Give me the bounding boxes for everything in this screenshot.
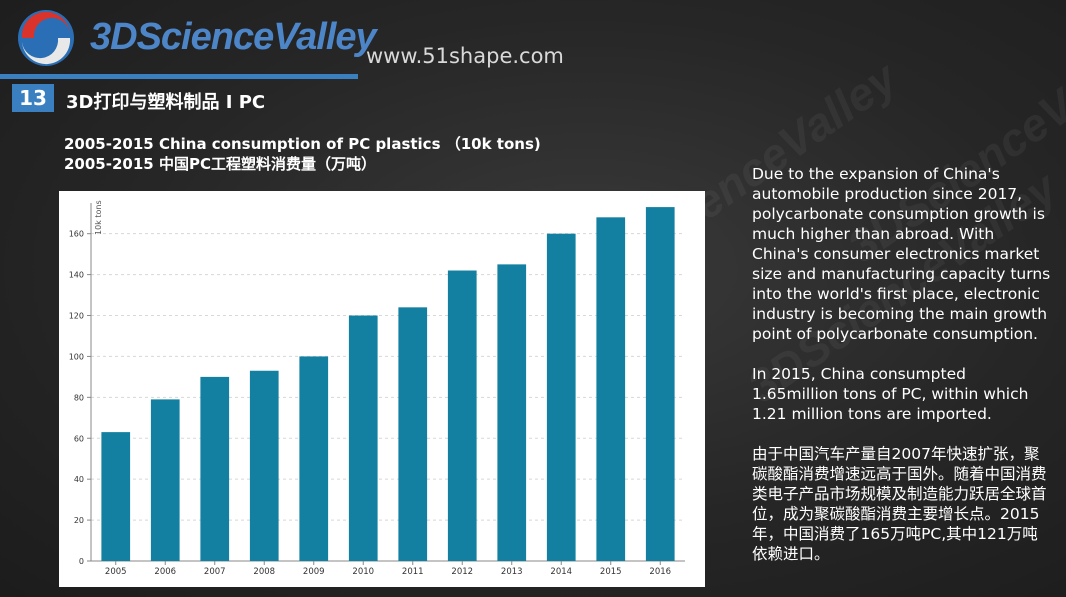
y-tick-label: 160 [69,230,84,239]
x-tick-label: 2010 [352,567,374,577]
x-tick-label: 2008 [253,567,275,577]
x-tick-label: 2005 [105,567,127,577]
bar-2013 [497,264,527,561]
x-tick-label: 2012 [451,567,473,577]
y-tick-label: 100 [69,352,84,361]
description-chinese: 由于中国汽车产量自2007年快速扩张，聚碳酸酯消费增速远高于国外。随着中国消费类… [752,445,1047,563]
x-tick-label: 2011 [402,567,424,577]
y-tick-label: 20 [74,516,84,525]
bar-2009 [299,356,329,561]
bar-chart: 0 20 40 60 80 100 120 140 160 10k tons 2005 2006 200… [69,200,685,577]
y-tick-label: 140 [69,271,84,280]
bar-2005 [101,432,131,561]
bar-2008 [249,370,279,561]
bar-2011 [398,307,428,561]
chart-panel: 0 20 40 60 80 100 120 140 160 10k tons 2005 2006 200… [59,191,705,587]
bar-2007 [200,376,230,561]
x-tick-label: 2006 [154,567,176,577]
swirl-logo-icon [18,10,74,66]
y-tick-label: 60 [74,434,84,443]
chart-title-chinese: 2005-2015 中国PC工程塑料消费量（万吨） [64,155,376,173]
y-tick-label: 80 [74,393,84,402]
bar-2010 [348,315,378,561]
description-panel: Due to the expansion of China's automobi… [752,164,1052,584]
bar-2016 [645,207,675,561]
header-rule [0,74,358,79]
y-tick-label: 40 [74,475,84,484]
y-tick-label: 120 [69,312,84,321]
logo-text: 3DScienceValley [90,16,377,58]
bar-2012 [447,270,477,561]
bar-2014 [546,233,576,561]
chart-title-english: 2005-2015 China consumption of PC plasti… [64,135,541,153]
x-tick-label: 2013 [501,567,523,577]
x-tick-label: 2007 [204,567,226,577]
description-english-1: Due to the expansion of China's automobi… [752,165,1051,343]
y-tick-label: 0 [79,557,84,566]
x-tick-label: 2016 [649,567,671,577]
description-english-2: In 2015, China consumpted 1.65million to… [752,365,1029,423]
section-title: 3D打印与塑料制品 I PC [66,92,266,113]
section-number-badge: 13 [12,84,54,112]
x-tick-label: 2009 [303,567,325,577]
brand-logo: 3DScienceValley [12,6,377,70]
x-tick-label: 2015 [600,567,622,577]
y-axis-label: 10k tons [94,200,103,235]
x-tick-label: 2014 [550,567,572,577]
site-url[interactable]: www.51shape.com [366,44,564,68]
bar-2015 [596,217,626,561]
bar-2006 [150,399,180,561]
